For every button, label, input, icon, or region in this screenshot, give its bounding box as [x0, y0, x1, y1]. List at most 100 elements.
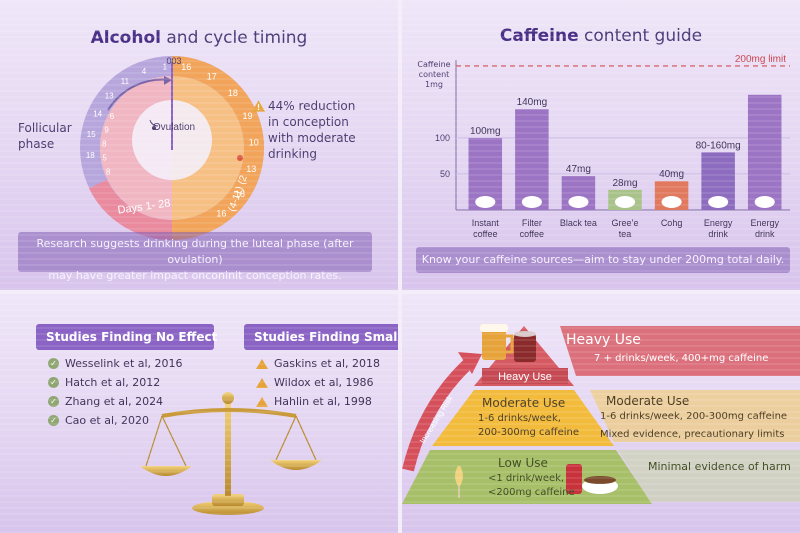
wheel-day-number: 10: [249, 137, 259, 147]
drink-icon: [754, 196, 775, 208]
study-item: ✓ Zhang et al, 2024: [48, 392, 183, 411]
bar-value-label: 100mg: [470, 126, 501, 137]
moderate-band: [590, 390, 800, 442]
small-reduction-header: Studies Finding Small Redu: [244, 324, 398, 350]
low-band: [618, 450, 800, 502]
cycle-wheel: Ovulation 003 Days 1- 28 (4-11) (2 14111…: [80, 56, 264, 241]
heavy-badge-label: Heavy Use: [498, 371, 552, 383]
x-tick-label: Gree’e: [611, 218, 638, 228]
marker-dot: [237, 155, 243, 161]
bar-value-label: 140mg: [517, 97, 548, 108]
wheel-day-number: 1: [163, 62, 168, 71]
wheel-day-number: 18: [235, 189, 245, 199]
wheel-day-number: 11: [121, 77, 130, 86]
warning-icon: [256, 377, 268, 388]
warning-icon: [256, 396, 268, 407]
wheel-day-number: 16: [216, 208, 226, 218]
study-item: ✓ Hatch et al, 2012: [48, 373, 183, 392]
heavy-detail: 7 + drinks/week, 400+mg caffeine: [594, 353, 769, 364]
wheel-day-number: 8: [106, 167, 111, 176]
alcohol-panel-title: Alcohol and cycle timing: [90, 28, 308, 48]
bar-value-label: 47mg: [566, 164, 591, 175]
wheel-day-number: 17: [207, 71, 217, 81]
risk-pyramid-panel: Increasing Risk Heavy Use Heavy Use 7 + …: [402, 294, 800, 533]
study-item: Hahlin et al, 1998: [256, 392, 380, 411]
bar-value-label: 80-160mg: [696, 140, 741, 151]
research-banner: Research suggests drinking during the lu…: [18, 232, 372, 282]
caffeine-bar: [515, 109, 549, 210]
x-tick-label: tea: [619, 229, 632, 239]
increasing-risk-arrow: [402, 357, 475, 472]
study-item: Wildox et al, 1986: [256, 373, 380, 392]
small-reduction-list: Gaskins et al, 2018 Wildox et al, 1986 H…: [256, 354, 380, 411]
bar-value-label: 40mg: [659, 169, 684, 180]
risk-pyramid: Increasing Risk Heavy Use: [402, 324, 800, 504]
wheel-day-number: 19: [242, 111, 252, 121]
balance-scale-icon: [140, 392, 322, 515]
x-tick-label: drink: [755, 229, 775, 239]
no-effect-list: ✓ Wesselink et al, 2016 ✓ Hatch et al, 201…: [48, 354, 183, 430]
arrow-head-icon: [164, 76, 172, 85]
beer-mug-icon: [482, 328, 506, 360]
cola-cup-icon: [514, 334, 536, 362]
studies-panel: Studies Finding No Effect Studies Findin…: [0, 294, 398, 533]
alcohol-cycle-panel: Alcohol and cycle timing Ovulation 003 D…: [0, 0, 398, 290]
follicular-phase-label: Follicular phase: [18, 121, 72, 151]
follicular-outer-arc: [89, 179, 173, 241]
wheel-day-number: 8: [102, 139, 107, 148]
wine-glass-icon: [455, 466, 463, 486]
drink-icon: [708, 196, 729, 208]
ovulation-dot: [152, 126, 156, 130]
wheel-day-number: 4: [142, 67, 147, 76]
wheel-day-number: 15: [87, 130, 96, 139]
warning-icon: [256, 358, 268, 369]
check-icon: ✓: [48, 396, 59, 407]
x-tick-label: coffee: [473, 229, 497, 239]
luteal-outer-arc: [171, 56, 264, 240]
caffeine-banner: Know your caffeine sources—aim to stay u…: [416, 247, 790, 273]
check-icon: ✓: [48, 358, 59, 369]
caffeine-bar: [747, 94, 782, 210]
drink-icon: [475, 196, 496, 208]
day-top-label: 003: [166, 56, 181, 66]
no-effect-header: Studies Finding No Effect: [36, 324, 217, 350]
moderate-tier: [432, 390, 614, 446]
drink-icon: [614, 196, 636, 208]
x-tick-label: Black tea: [560, 218, 597, 228]
x-tick-label: coffee: [520, 229, 544, 239]
heavy-badge: [482, 368, 568, 384]
x-tick-label: Energy: [704, 218, 733, 228]
x-tick-label: drink: [708, 229, 728, 239]
caffeine-guide-panel: Caffeine content guide Caffeine content …: [402, 0, 800, 290]
moderate-right-label: Moderate Use: [606, 394, 690, 408]
y-tick-label: 100: [435, 133, 450, 143]
reduction-note: 44% reduction in conception with moderat…: [252, 98, 392, 162]
study-item: Gaskins et al, 2018: [256, 354, 380, 373]
caffeine-panel-title: Caffeine content guide: [499, 26, 703, 46]
moderate-sub: 1-6 drinks/week, 200-300mg caffeine: [478, 413, 579, 438]
moderate-use-label: Moderate Use: [482, 396, 566, 410]
x-tick-label: Cohg: [661, 218, 683, 228]
heavy-use-label: Heavy Use: [566, 332, 641, 348]
limit-label: 200mg limit: [735, 54, 786, 65]
warning-icon: [252, 100, 265, 112]
study-item: ✓ Cao et al, 2020: [48, 411, 183, 430]
ovulation-label: Ovulation: [153, 122, 195, 133]
x-tick-label: Filter: [522, 218, 542, 228]
drink-icon: [661, 196, 682, 208]
wheel-day-number: 9: [104, 125, 109, 134]
cycle-arrow: [107, 78, 171, 111]
y-tick-label: 50: [440, 169, 450, 179]
wheel-day-number: 13: [246, 164, 256, 174]
bar-value-label: 28mg: [612, 178, 637, 189]
wheel-day-number: 6: [110, 112, 115, 121]
wheel-day-number: 14: [93, 109, 102, 118]
drink-icon: [521, 196, 542, 208]
heavy-band: [560, 326, 800, 376]
low-detail: Minimal evidence of harm: [648, 460, 791, 473]
check-icon: ✓: [48, 415, 59, 426]
wheel-day-number: 16: [181, 62, 191, 72]
low-use-label: Low Use: [498, 456, 548, 470]
wheel-day-number: 18: [228, 88, 238, 98]
